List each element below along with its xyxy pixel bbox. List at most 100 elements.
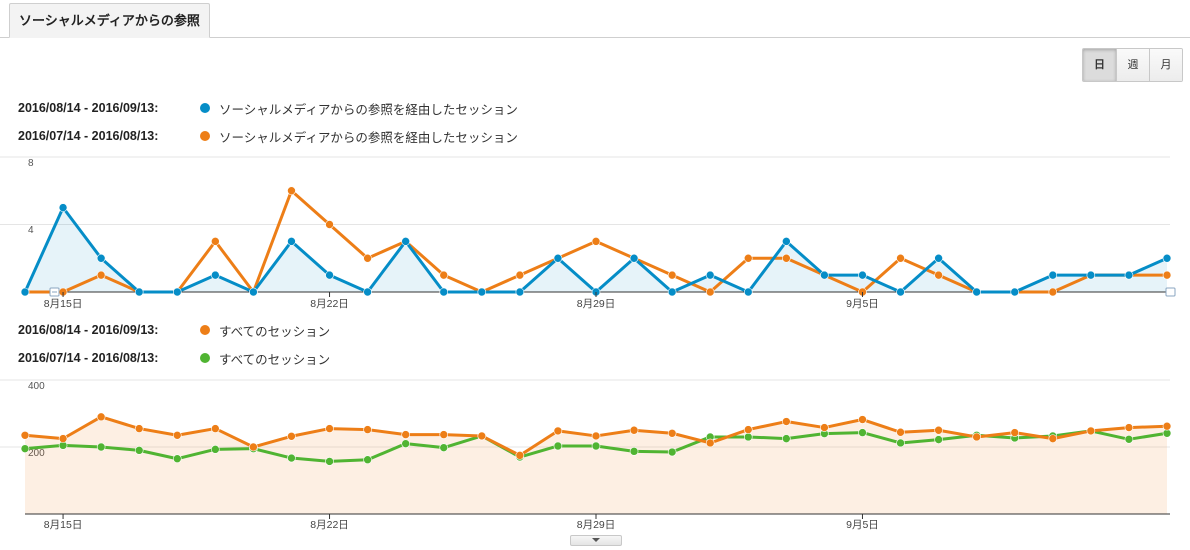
legend-color-dot	[200, 325, 210, 335]
data-point	[743, 432, 753, 442]
data-point	[325, 457, 334, 466]
day-button[interactable]: 日	[1083, 49, 1116, 81]
data-point	[1010, 287, 1020, 297]
legend-row-bottom-current[interactable]: 2016/08/14 - 2016/09/13: すべてのセッション	[18, 321, 330, 339]
data-point	[20, 287, 30, 297]
data-point	[401, 439, 410, 448]
data-point	[782, 434, 791, 443]
x-tick-label: 8月15日	[44, 519, 83, 531]
legend-label: すべてのセッション	[219, 352, 331, 367]
data-point	[58, 434, 68, 443]
data-point	[705, 270, 715, 280]
data-point	[705, 287, 715, 297]
x-tick-label: 9月5日	[846, 519, 879, 531]
legend-row-top-current[interactable]: 2016/08/14 - 2016/09/13: ソーシャルメディアからの参照を…	[18, 99, 518, 117]
data-point	[96, 253, 106, 263]
data-point	[477, 287, 487, 297]
data-point	[972, 432, 981, 442]
data-point	[934, 253, 943, 263]
tab-social-referrals[interactable]: ソーシャルメディアからの参照	[9, 3, 210, 38]
legend-date: 2016/07/14 - 2016/08/13:	[18, 129, 159, 143]
data-point	[439, 443, 449, 452]
legend-color-dot	[200, 103, 210, 113]
legend-label: ソーシャルメディアからの参照を経由したセッション	[219, 130, 518, 145]
data-point	[1124, 434, 1134, 444]
legend-label: すべてのセッション	[219, 324, 331, 339]
data-point	[363, 287, 372, 297]
tab-bar: ソーシャルメディアからの参照	[0, 0, 1190, 38]
data-point	[134, 446, 144, 455]
legend-date: 2016/08/14 - 2016/09/13:	[18, 101, 159, 115]
data-point	[667, 428, 677, 438]
data-point	[363, 425, 372, 434]
data-point	[972, 287, 981, 297]
data-point	[858, 428, 867, 437]
x-tick-label: 8月22日	[310, 298, 349, 310]
data-point	[1162, 253, 1172, 263]
legend-color-dot	[200, 353, 210, 363]
data-point	[287, 186, 296, 196]
data-point	[363, 455, 372, 465]
data-point	[401, 237, 410, 246]
data-point	[629, 447, 639, 456]
data-point	[249, 442, 258, 452]
data-point	[287, 453, 296, 463]
data-point	[1124, 270, 1134, 280]
data-point	[934, 435, 943, 444]
data-point	[591, 237, 601, 246]
data-point	[667, 447, 677, 457]
data-point	[20, 430, 30, 440]
series-line	[23, 206, 1168, 294]
data-point	[858, 415, 867, 424]
data-point	[287, 237, 296, 246]
data-point	[591, 431, 601, 441]
x-tick-label: 8月15日	[44, 298, 83, 310]
data-point	[1048, 434, 1058, 443]
data-point	[1086, 426, 1096, 436]
data-point	[58, 203, 68, 212]
data-point	[629, 425, 639, 435]
data-point	[211, 270, 220, 280]
data-point	[553, 253, 563, 263]
data-point	[249, 287, 258, 297]
legend-row-top-previous[interactable]: 2016/07/14 - 2016/08/13: ソーシャルメディアからの参照を…	[18, 127, 518, 145]
y-tick-label: 4	[28, 225, 34, 236]
data-point	[667, 287, 677, 297]
data-point	[782, 417, 791, 426]
data-point	[172, 454, 182, 464]
data-point	[172, 287, 182, 297]
data-point	[401, 430, 410, 439]
collapse-toggle[interactable]	[570, 535, 622, 546]
data-point	[743, 287, 753, 297]
data-point	[134, 424, 144, 433]
data-point	[1086, 270, 1096, 280]
y-tick-label: 8	[28, 158, 34, 169]
x-tick-label: 8月29日	[577, 519, 616, 531]
y-tick-label: 400	[28, 381, 45, 392]
data-point	[1048, 287, 1058, 297]
legend-date: 2016/07/14 - 2016/08/13:	[18, 351, 159, 365]
month-button[interactable]: 月	[1149, 49, 1182, 81]
line-chart-2: 400 200 8月15日 8月22日 8月29日 9月5日	[0, 379, 1172, 531]
data-point	[287, 431, 296, 441]
data-point	[211, 237, 220, 246]
data-point	[782, 237, 791, 246]
annotation-icon	[1165, 287, 1176, 297]
week-button[interactable]: 週	[1116, 49, 1149, 81]
data-point	[1048, 270, 1058, 280]
data-point	[325, 220, 334, 229]
data-point	[896, 438, 905, 448]
data-point	[439, 270, 449, 280]
chevron-down-icon	[592, 538, 600, 542]
data-point	[211, 445, 220, 454]
series-area	[25, 207, 1167, 292]
data-point	[553, 426, 563, 436]
data-point	[1124, 423, 1134, 432]
data-point	[439, 287, 449, 297]
data-point	[96, 270, 106, 280]
data-point	[515, 270, 525, 280]
data-point	[515, 287, 525, 297]
legend-row-bottom-previous[interactable]: 2016/07/14 - 2016/08/13: すべてのセッション	[18, 349, 330, 367]
data-point	[896, 253, 905, 263]
data-point	[820, 270, 829, 280]
